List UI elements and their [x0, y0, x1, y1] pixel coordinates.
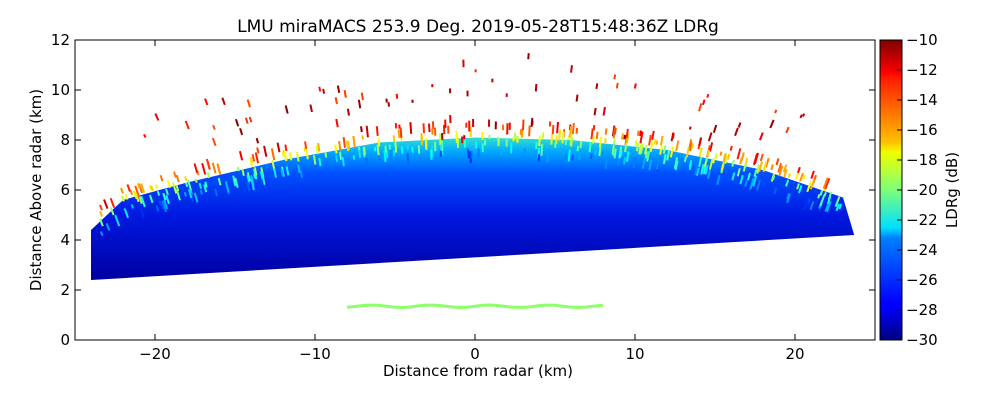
y-tick-label: 8	[60, 131, 70, 149]
x-tick-label: 10	[625, 345, 644, 363]
plot-area	[91, 53, 855, 310]
colorbar-tick-label: −26	[906, 271, 938, 289]
high-ldr-speckles	[98, 53, 843, 236]
colorbar-tick-label: −28	[906, 301, 938, 319]
x-tick-label: 20	[785, 345, 804, 363]
y-tick-label: 2	[60, 281, 70, 299]
melting-layer-band	[346, 303, 604, 310]
y-tick-label: 0	[60, 331, 70, 349]
x-axis-label: Distance from radar (km)	[383, 362, 573, 380]
colorbar-ticks: −30 −28 −26 −24 −22 −20 −18 −16 −14 −12 −10	[897, 31, 938, 349]
x-tick-label: −10	[299, 345, 331, 363]
y-tick-label: 10	[51, 81, 70, 99]
colorbar-tick-label: −12	[906, 61, 938, 79]
echo-region	[91, 137, 855, 280]
colorbar-tick-label: −16	[906, 121, 938, 139]
colorbar-tick-label: −30	[906, 331, 938, 349]
y-tick-label: 4	[60, 231, 70, 249]
colorbar-tick-label: −22	[906, 211, 938, 229]
y-axis-label: Distance Above radar (km)	[27, 89, 45, 291]
x-tick-label: −20	[139, 345, 171, 363]
y-tick-label: 12	[51, 31, 70, 49]
colorbar-tick-label: −24	[906, 241, 938, 259]
x-tick-label: 0	[470, 345, 480, 363]
chart-title: LMU miraMACS 253.9 Deg. 2019-05-28T15:48…	[237, 17, 719, 37]
colorbar-tick-label: −14	[906, 91, 938, 109]
colorbar-tick-label: −20	[906, 181, 938, 199]
colorbar-tick-label: −10	[906, 31, 938, 49]
x-axis-ticks: −20 −10 0 10 20	[139, 40, 805, 363]
y-tick-label: 6	[60, 181, 70, 199]
colorbar-label: LDRg (dB)	[943, 152, 961, 228]
y-axis-ticks: 0 2 4 6 8 10 12	[51, 31, 875, 349]
colorbar-tick-label: −18	[906, 151, 938, 169]
